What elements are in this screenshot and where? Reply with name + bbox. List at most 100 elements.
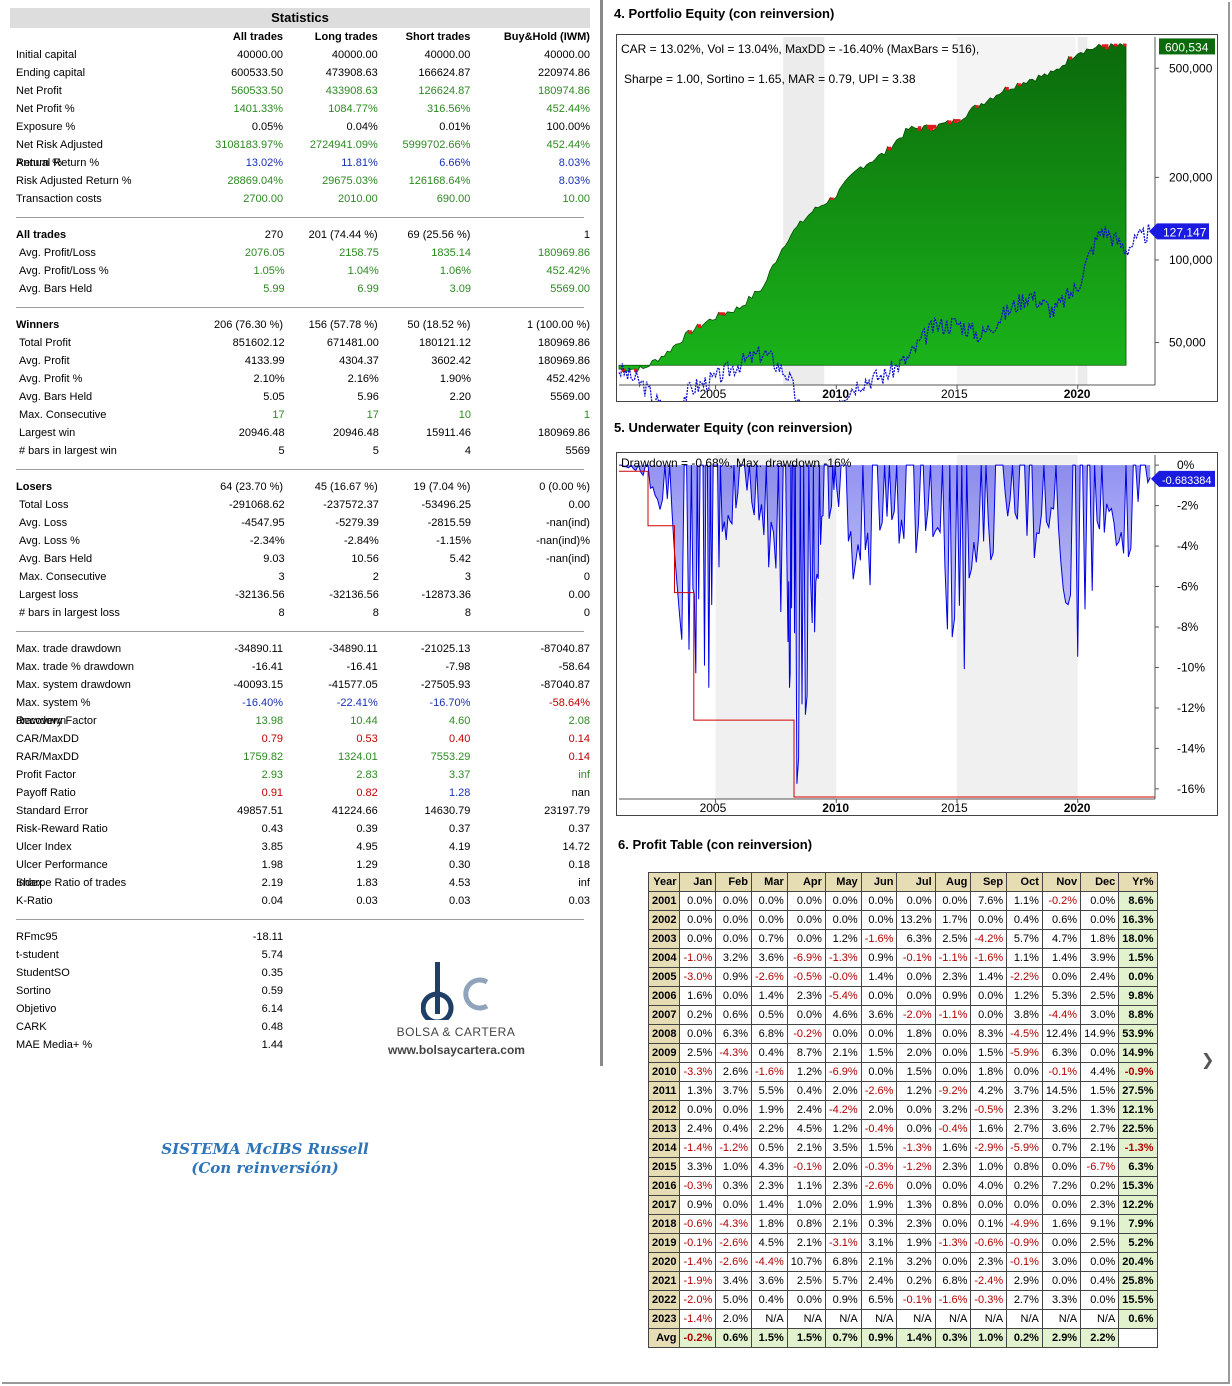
statistics-separator <box>10 460 590 478</box>
stat-value: 14.72 <box>562 841 590 853</box>
profit-table-cell: -1.2% <box>715 1138 752 1158</box>
profit-table-cell: 3.1% <box>860 1233 898 1253</box>
equity-area <box>618 43 1127 373</box>
stat-label: K-Ratio <box>16 895 53 907</box>
stat-value: -5279.39 <box>335 517 379 529</box>
stat-value: 5.74 <box>261 949 284 961</box>
stat-value <box>283 1000 378 1018</box>
stat-value: 7553.29 <box>430 751 471 763</box>
profit-table-cell: 6.3% <box>1041 1043 1082 1063</box>
statistics-row: Largest loss -32136.56 -32136.56 -12873.36 0… <box>10 586 590 604</box>
stat-value: 20946.48 <box>238 427 285 439</box>
profit-table-cell: -5.9% <box>1006 1043 1043 1063</box>
profit-table-cell: 2.7% <box>1006 1119 1043 1139</box>
buy-hold-last-value: 127,147 <box>1163 225 1207 239</box>
statistics-row: Losers 64 (23.70 %) 45 (16.67 %) 19 (7.04 %… <box>10 478 590 496</box>
profit-table-year: 2004 <box>647 948 681 968</box>
stat-value: 2724941.09% <box>309 139 378 151</box>
profit-table-cell: 0.0% <box>860 910 898 930</box>
profit-table-cell: -1.6% <box>970 948 1008 968</box>
stat-value <box>283 1036 378 1054</box>
stat-value: -16.41 <box>346 661 378 673</box>
system-caption: SISTEMA McIBS Russell (Con reinversión) <box>150 1140 380 1178</box>
stat-value: 2.16% <box>347 373 379 385</box>
statistics-row: Initial capital 40000.00 40000.00 40000.00 4… <box>10 46 590 64</box>
profit-table-cell: 2.1% <box>786 1138 826 1158</box>
stat-value: -7.98 <box>445 661 471 673</box>
statistics-row: Standard Error 49857.51 41224.66 14630.79 23… <box>10 802 590 820</box>
profit-table-cell: -2.6% <box>750 967 788 987</box>
stat-value <box>283 964 378 982</box>
stat-value: 316.56% <box>426 103 471 115</box>
stat-value: 1084.77% <box>328 103 378 115</box>
equity-drawdown-patch <box>634 368 638 373</box>
profit-table-cell: 0.4% <box>1006 910 1043 930</box>
profit-table-cell: -2.6% <box>860 1176 898 1196</box>
stat-value <box>470 928 590 946</box>
x-tick-label: 2020 <box>1064 387 1091 401</box>
profit-table-col-header: Year <box>647 872 681 892</box>
profit-table-cell: 1.2% <box>824 1119 862 1139</box>
chevron-right-icon[interactable]: ❯ <box>1201 1052 1215 1069</box>
profit-table-title: 6. Profit Table (con reinversion) <box>618 837 813 852</box>
profit-table-col-header: Feb <box>715 872 752 892</box>
profit-table-cell: 7.9% <box>1118 1214 1158 1234</box>
stat-label: # bars in largest loss <box>19 607 120 619</box>
profit-table-cell: 3.0% <box>1080 1005 1120 1025</box>
stat-value: 0.04% <box>346 121 378 133</box>
profit-table-cell: 0.2% <box>1006 1328 1043 1348</box>
profit-table-cell: 0.0% <box>715 1195 752 1215</box>
stat-value: 0.35 <box>261 967 284 979</box>
equity-last-value-tag <box>1159 38 1215 55</box>
equity-drawdown-patch <box>1005 86 1009 91</box>
profit-table-cell: 1.4% <box>970 967 1008 987</box>
statistics-row: t-student 5.74 <box>10 946 590 964</box>
stat-value: 2010.00 <box>337 193 378 205</box>
profit-table-row: 2015 3.3% 1.0% 4.3% -0.1% 2.0% -0.3% -1.2% 2.3% 1… <box>647 1157 1158 1177</box>
profit-table-col-header: Oct <box>1006 872 1043 892</box>
stat-value: -87040.87 <box>540 679 590 691</box>
profit-table-cell: 5.7% <box>1006 929 1043 949</box>
stat-value: 2.93 <box>261 769 284 781</box>
profit-table-cell: -2.4% <box>970 1271 1008 1291</box>
stat-value: 11.81% <box>341 157 378 169</box>
stat-value: 40000.00 <box>237 49 284 61</box>
stat-value <box>283 946 378 964</box>
stat-value: 0.43 <box>261 823 284 835</box>
stat-value: 180969.86 <box>537 355 590 367</box>
stat-value: 8 <box>464 607 472 619</box>
profit-table-cell: 3.6% <box>1041 1119 1082 1139</box>
stat-label: Max. Consecutive <box>19 571 107 583</box>
stat-value: 0.00 <box>568 499 590 511</box>
stat-value: 4304.37 <box>339 355 379 367</box>
stat-value: 0.59 <box>261 985 284 997</box>
profit-table-cell: 8.8% <box>1118 1005 1158 1025</box>
profit-table-cell: 0.0% <box>934 891 972 911</box>
stat-value: 8 <box>278 607 285 619</box>
profit-table-cell: 2.2% <box>1080 1328 1120 1348</box>
stat-value: -16.70% <box>429 697 471 709</box>
profit-table-cell: N/A <box>1041 1309 1082 1329</box>
stat-value: 3602.42 <box>431 355 472 367</box>
profit-table-row: 2013 2.4% 0.4% 2.2% 4.5% 1.2% -0.4% 0.0% -0.4% 1.… <box>647 1119 1158 1139</box>
stat-label: CARK <box>16 1021 47 1033</box>
profit-table-cell: 25.8% <box>1118 1271 1158 1291</box>
stat-value: 15911.46 <box>425 427 472 439</box>
stat-value: 3 <box>278 571 285 583</box>
profit-table-cell: -2.0% <box>896 1005 936 1025</box>
y-tick-label: 0% <box>1177 458 1195 472</box>
stat-label: Avg. Bars Held <box>19 391 93 403</box>
statistics-row: Payoff Ratio 0.91 0.82 1.28 nan <box>10 784 590 802</box>
equity-drawdown-patch <box>622 368 626 372</box>
stat-value: 0.04 <box>261 895 284 907</box>
profit-table-cell: 2.1% <box>824 1043 862 1063</box>
statistics-row: Max. system % drawdown -16.40% -22.41% -16.… <box>10 694 590 727</box>
x-tick-label: 2020 <box>1064 801 1091 815</box>
profit-table-cell: 2.0% <box>860 1100 898 1120</box>
equity-drawdown-patch <box>1113 43 1118 47</box>
profit-table-cell: 0.0% <box>860 986 898 1006</box>
stat-value: 5569.00 <box>550 283 590 295</box>
profit-table-cell: 6.5% <box>860 1290 898 1310</box>
profit-table-cell: 0.0% <box>786 1290 826 1310</box>
stat-value: 69 (25.56 %) <box>407 229 471 241</box>
